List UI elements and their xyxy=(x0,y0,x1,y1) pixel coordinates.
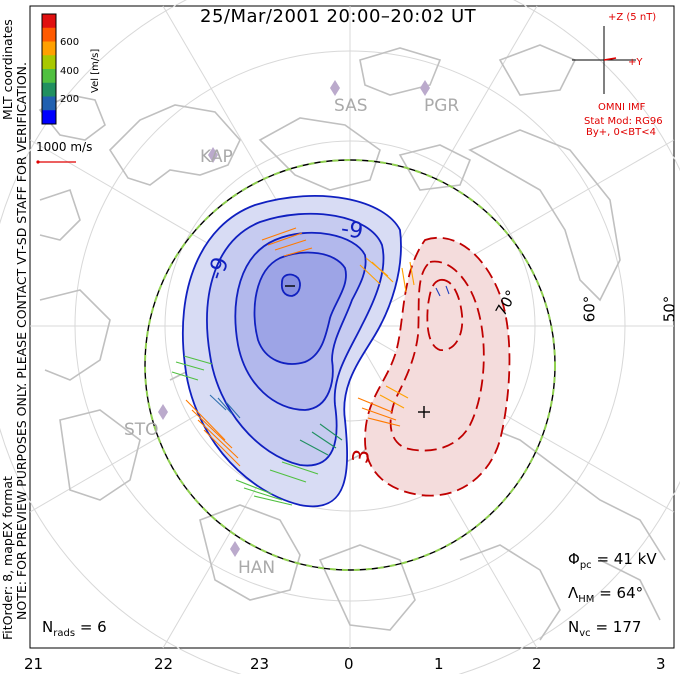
velocity-colorbar xyxy=(41,13,57,125)
colorbar-segment xyxy=(42,27,56,42)
n-rads-stat: Nrads = 6 xyxy=(42,618,107,639)
n-rads-value: = 6 xyxy=(79,618,107,636)
latitude-60: 60° xyxy=(580,295,599,323)
colorbar-segment xyxy=(42,110,56,125)
colorbar-segment xyxy=(42,14,56,29)
latitude-50: 50° xyxy=(660,295,679,323)
phi-pc-subscript: pc xyxy=(579,560,592,571)
colorbar-segment xyxy=(42,69,56,84)
mlt-tick-23: 23 xyxy=(250,655,270,673)
n-vc-subscript: vc xyxy=(579,628,591,639)
station-sto: STO xyxy=(124,420,159,440)
station-kap: KAP xyxy=(200,147,233,167)
mlt-tick-21: 21 xyxy=(24,655,44,673)
lambda-hm-value: = 64° xyxy=(599,584,644,602)
negative-cell xyxy=(181,194,402,508)
scale-vector-label: 1000 m/s xyxy=(36,140,93,154)
mlt-tick-0: 0 xyxy=(344,655,354,673)
n-vc-symbol: N xyxy=(568,618,580,636)
lambda-hm-subscript: HM xyxy=(578,594,595,605)
plot-frame xyxy=(29,5,675,649)
verification-note: NOTE: FOR PREVIEW PURPOSES ONLY. PLEASE … xyxy=(14,62,29,620)
colorbar-border xyxy=(41,13,57,125)
colorbar-segment xyxy=(42,41,56,56)
n-rads-subscript: rads xyxy=(53,628,76,639)
colorbar-segment xyxy=(42,96,56,111)
mlt-tick-2: 2 xyxy=(532,655,542,673)
lambda-hm-stat: ΛHM = 64° xyxy=(568,584,643,605)
colorbar-tick-400: 400 xyxy=(60,66,80,77)
station-han: HAN xyxy=(238,558,276,578)
colorbar-tick-200: 200 xyxy=(60,94,80,105)
contour-label-neg-top: -9 xyxy=(339,216,365,245)
n-vc-stat: Nvc = 177 xyxy=(568,618,641,639)
positive-cell xyxy=(364,236,511,497)
colorbar-tick-600: 600 xyxy=(60,37,80,48)
mlt-tick-1: 1 xyxy=(434,655,444,673)
phi-pc-value: = 41 kV xyxy=(596,550,657,568)
imf-z-label: +Z (5 nT) xyxy=(608,12,657,23)
colorbar-label: Vel [m/s] xyxy=(90,48,101,93)
mlt-tick-22: 22 xyxy=(154,655,174,673)
scale-vector-origin xyxy=(36,160,40,164)
phi-pc-symbol: Φ xyxy=(568,550,580,568)
station-sas: SAS xyxy=(334,96,368,116)
lambda-hm-symbol: Λ xyxy=(568,584,579,602)
coordinates-label: MLT coordinates xyxy=(0,19,15,120)
potential-extrema xyxy=(285,285,430,418)
mlt-tick-3: 3 xyxy=(656,655,666,673)
station-pgr: PGR xyxy=(424,96,460,116)
imf-condition: By+, 0<BT<4 xyxy=(586,127,656,138)
n-vc-value: = 177 xyxy=(595,618,642,636)
colorbar-segment xyxy=(42,55,56,70)
imf-source: OMNI IMF xyxy=(598,102,646,113)
imf-model: Stat Mod: RG96 xyxy=(584,116,663,127)
phi-pc-stat: Φpc = 41 kV xyxy=(568,550,657,571)
colorbar-segment xyxy=(42,82,56,97)
imf-y-label: +Y xyxy=(628,57,643,68)
hm-boundary xyxy=(144,159,556,571)
imf-clock xyxy=(572,26,636,94)
velocity-vectors xyxy=(171,227,450,506)
n-rads-symbol: N xyxy=(42,618,54,636)
station-markers xyxy=(158,80,430,557)
plot-title: 25/Mar/2001 20:00–20:02 UT xyxy=(200,6,477,27)
fit-note: FitOrder: 8, mapEX format xyxy=(0,476,15,640)
